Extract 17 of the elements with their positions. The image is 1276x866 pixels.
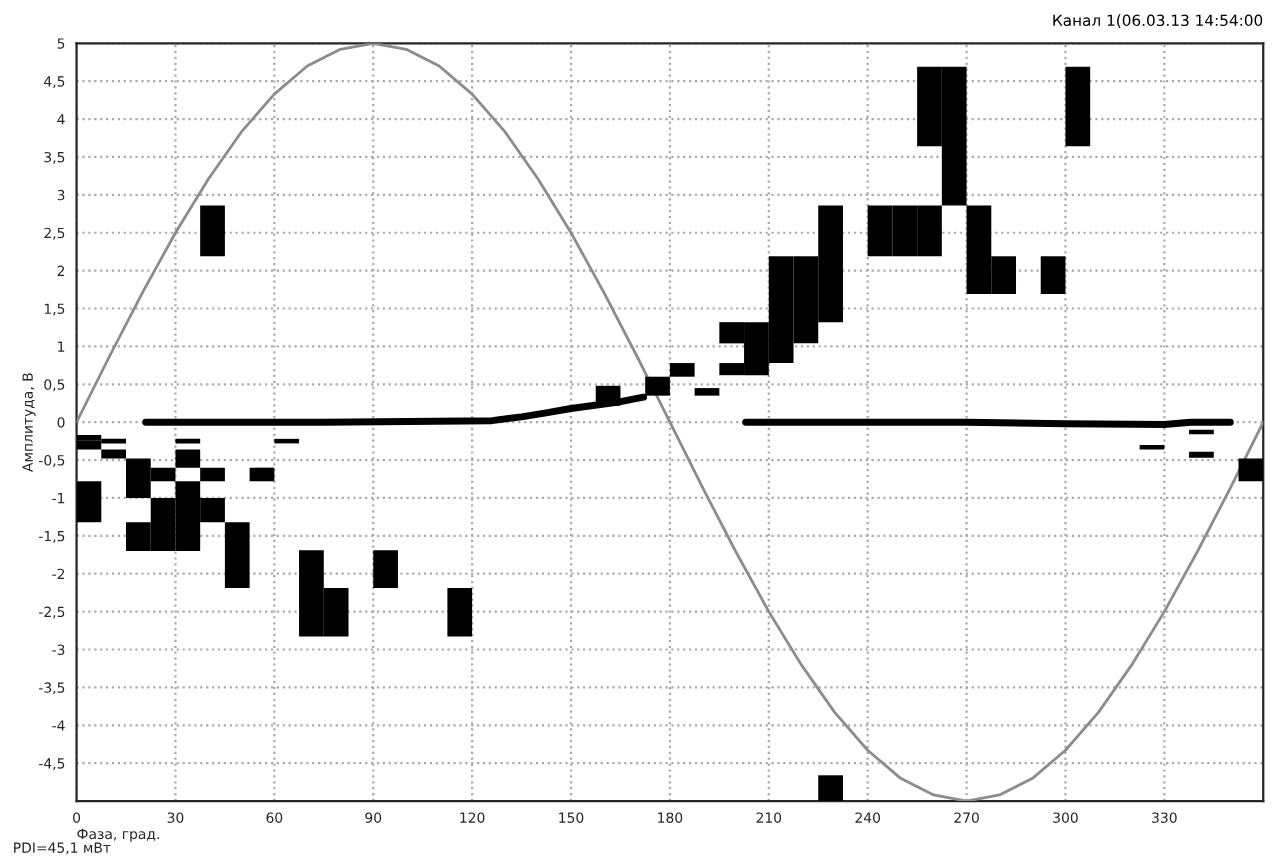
bar [249, 467, 275, 482]
bar [200, 205, 225, 257]
line-series [76, 43, 1264, 802]
bar [224, 522, 250, 589]
bar [669, 363, 695, 377]
bar [373, 550, 398, 589]
bar [694, 388, 720, 396]
bar [101, 449, 127, 459]
bar [175, 449, 201, 468]
bar [1189, 451, 1214, 458]
bar [1238, 458, 1264, 482]
bar [1065, 66, 1091, 147]
bar [1040, 256, 1066, 295]
bar [76, 481, 102, 523]
bar [818, 775, 843, 802]
bar [447, 588, 473, 637]
bar [200, 467, 225, 482]
